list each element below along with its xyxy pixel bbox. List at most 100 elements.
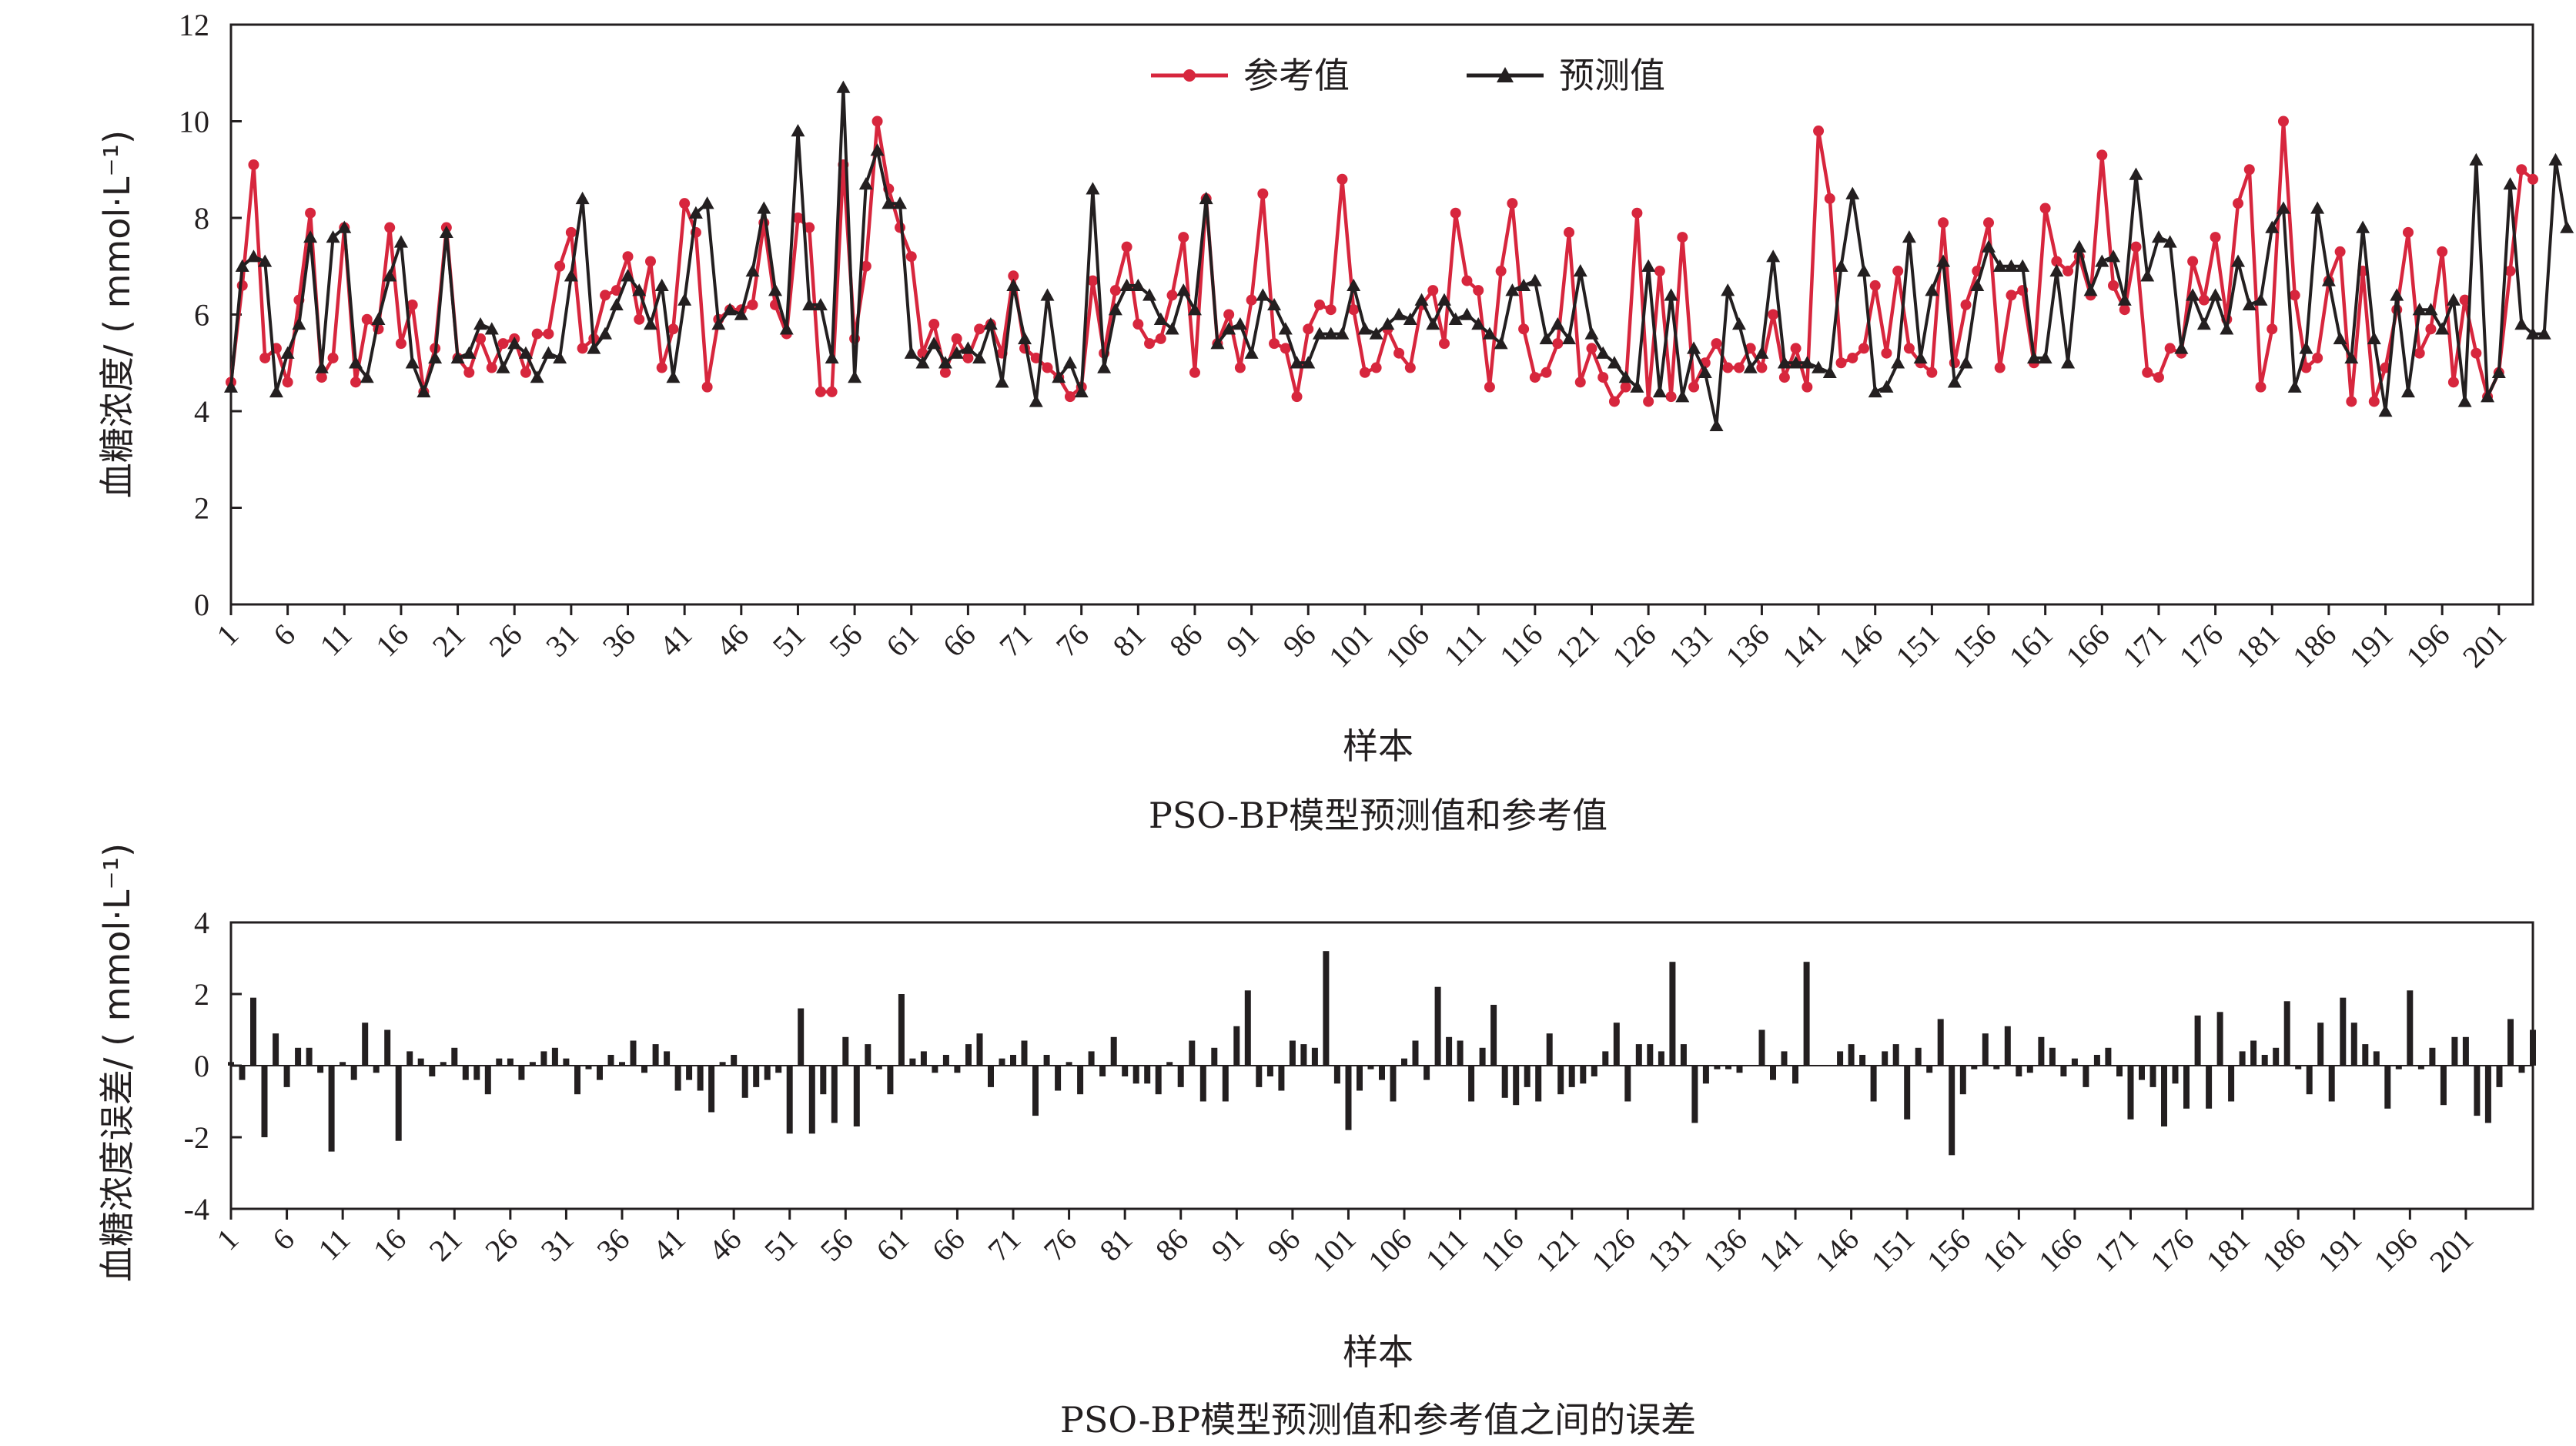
reference-point — [939, 367, 951, 378]
predicted-point — [1527, 273, 1542, 286]
top-x-tick-label: 121 — [1549, 618, 1606, 674]
error-bar — [1300, 1044, 1307, 1066]
predicted-point — [2265, 220, 2280, 233]
predicted-point — [1142, 288, 1157, 301]
error-bar — [2362, 1044, 2369, 1066]
reference-point — [2516, 164, 2527, 176]
reference-point — [2425, 323, 2437, 335]
predicted-point — [1777, 356, 1791, 369]
predicted-point — [825, 350, 839, 364]
error-bar — [1490, 1005, 1497, 1066]
predicted-point — [1233, 317, 1247, 330]
predicted-point — [2253, 293, 2268, 306]
error-bar — [2071, 1058, 2078, 1066]
reference-point — [1541, 367, 1552, 378]
error-bar — [831, 1066, 838, 1123]
predicted-point — [1573, 264, 1587, 277]
reference-point — [951, 333, 962, 344]
error-bar — [1792, 1066, 1798, 1084]
predicted-point — [768, 283, 782, 296]
predicted-point — [1097, 360, 1112, 373]
predicted-point — [292, 317, 306, 330]
reference-point — [1733, 362, 1745, 373]
reference-point — [1189, 367, 1200, 378]
predicted-point — [2026, 350, 2041, 364]
error-bar — [340, 1062, 346, 1066]
reference-point — [1155, 333, 1166, 344]
bottom-x-tick-label: 161 — [1975, 1222, 2032, 1279]
predicted-point — [927, 336, 942, 350]
error-bar — [518, 1066, 525, 1080]
reference-point — [1269, 338, 1280, 350]
predicted-point — [303, 230, 318, 243]
predicted-point — [1210, 336, 1225, 350]
error-bar — [1155, 1066, 1162, 1095]
reference-point — [1574, 377, 1586, 388]
error-bar — [1144, 1066, 1151, 1084]
reference-point — [327, 352, 339, 363]
top-x-tick-label: 41 — [652, 618, 698, 664]
error-bar — [708, 1066, 715, 1113]
predicted-point — [2446, 293, 2461, 306]
reference-point — [1008, 270, 1019, 282]
reference-point — [1858, 343, 1869, 354]
predicted-point — [1982, 239, 1996, 253]
predicted-point — [2367, 331, 2381, 345]
predicted-point — [2061, 356, 2076, 369]
predicted-point — [2344, 350, 2359, 364]
top-y-tick-label: 0 — [194, 587, 209, 622]
error-bar — [775, 1066, 782, 1073]
predicted-point — [1596, 346, 1611, 359]
reference-point — [1597, 372, 1609, 383]
predicted-point — [836, 80, 851, 93]
predicted-point — [450, 350, 465, 364]
reference-point — [1994, 362, 2006, 373]
reference-point — [395, 338, 406, 350]
top-x-tick-label: 36 — [596, 618, 642, 664]
error-bar — [2317, 1023, 2324, 1066]
predicted-point — [2321, 273, 2336, 286]
error-bar — [808, 1066, 815, 1134]
predicted-point — [621, 269, 635, 282]
predicted-point — [1108, 303, 1122, 316]
reference-point — [2233, 198, 2244, 209]
predicted-point — [360, 370, 374, 383]
predicted-point — [2038, 350, 2052, 364]
error-bar — [2026, 1066, 2033, 1073]
reference-point — [1983, 217, 1995, 229]
error-bar — [686, 1066, 693, 1080]
predicted-point — [1788, 356, 1803, 369]
error-bar — [1971, 1066, 1978, 1069]
predicted-point — [2276, 201, 2290, 214]
legend-predicted-label: 预测值 — [1559, 55, 1665, 96]
error-bar — [1066, 1062, 1072, 1066]
reference-point — [1393, 347, 1405, 359]
top-x-tick-label: 171 — [2116, 618, 2173, 674]
reference-point — [384, 222, 396, 233]
reference-point — [259, 352, 271, 363]
error-bar — [273, 1033, 279, 1066]
predicted-point — [949, 346, 964, 359]
predicted-point — [575, 191, 590, 205]
predicted-point — [2106, 249, 2121, 263]
error-bar — [1122, 1066, 1129, 1076]
predicted-point — [791, 124, 805, 137]
error-bar — [406, 1051, 413, 1066]
error-bar — [1546, 1033, 1553, 1066]
error-bar — [820, 1066, 827, 1095]
top-x-tick-label: 26 — [482, 618, 528, 664]
reference-point — [1881, 347, 1892, 359]
reference-point — [1064, 391, 1076, 403]
error-bar — [842, 1036, 849, 1066]
reference-point — [1359, 367, 1370, 378]
predicted-point — [1199, 191, 1213, 205]
error-bar — [641, 1066, 647, 1073]
reference-point — [1257, 188, 1269, 199]
error-bar — [2530, 1029, 2536, 1066]
bottom-y-tick-label: 4 — [194, 905, 209, 940]
predicted-point — [1766, 249, 1781, 263]
error-bar — [2407, 990, 2414, 1066]
error-bar — [1278, 1066, 1285, 1091]
top-x-tick-label: 191 — [2343, 618, 2400, 674]
bottom-y-tick-label: -2 — [184, 1120, 209, 1155]
